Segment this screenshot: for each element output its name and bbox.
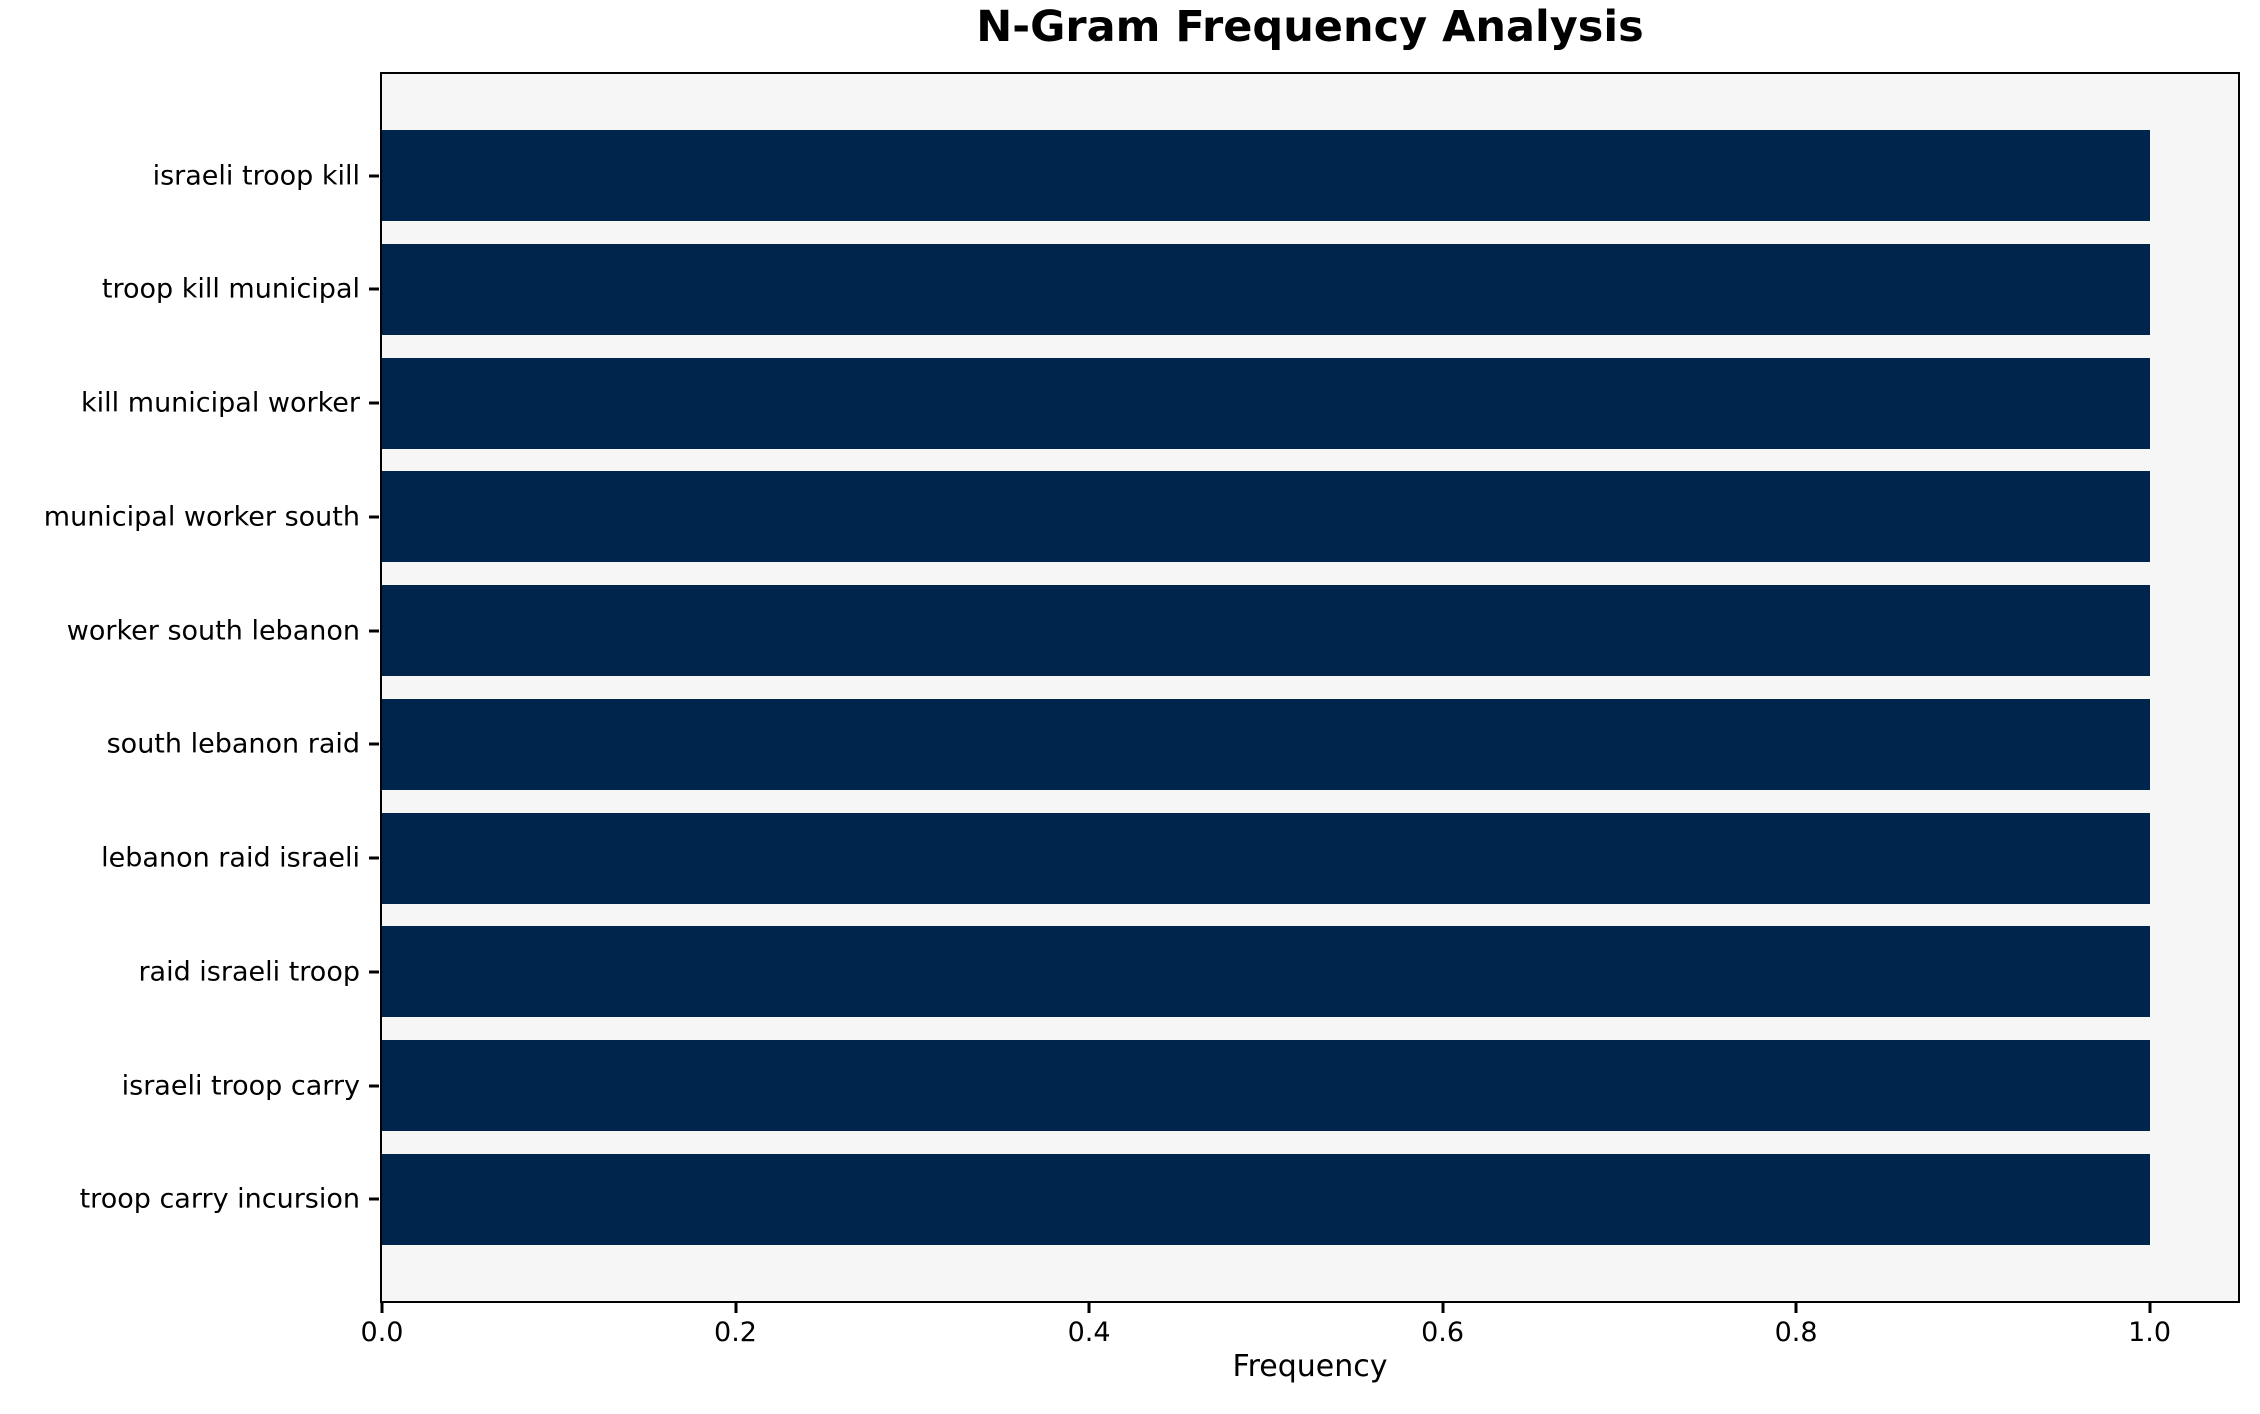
y-tick-mark	[369, 856, 379, 860]
y-tick-mark	[369, 1084, 379, 1088]
x-axis: 0.0 0.2 0.4 0.6 0.8 1.0	[361, 1301, 2238, 1361]
y-tick-label: troop kill municipal	[101, 273, 360, 305]
y-tick-label: israeli troop carry	[121, 1070, 360, 1102]
bars-container: israeli troop kill troop kill municipal ki…	[44, 130, 2238, 1245]
y-tick-label: municipal worker south	[43, 501, 360, 533]
bar	[382, 130, 2150, 221]
y-tick-label: israeli troop kill	[152, 160, 360, 191]
y-tick-label: worker south lebanon	[66, 615, 360, 647]
x-tick-mark	[2148, 1303, 2152, 1313]
y-tick-label: south lebanon raid	[106, 728, 360, 760]
bar	[382, 1153, 2150, 1245]
bar-row: kill municipal worker	[81, 357, 2238, 449]
y-tick-mark	[369, 287, 379, 291]
y-tick-mark	[369, 515, 379, 519]
bar-row: lebanon raid israeli	[101, 812, 2238, 904]
y-tick-label: kill municipal worker	[81, 387, 360, 419]
y-tick-mark	[369, 401, 379, 405]
bar-row: israeli troop carry	[122, 1040, 2238, 1132]
x-tick-mark	[1087, 1303, 1091, 1313]
y-tick-label: troop carry incursion	[79, 1183, 360, 1215]
y-tick-label: raid israeli troop	[138, 956, 360, 988]
bar-row: troop carry incursion	[80, 1153, 2238, 1245]
y-tick-mark	[369, 742, 379, 746]
bar	[382, 585, 2150, 677]
y-tick-label: lebanon raid israeli	[101, 842, 360, 874]
x-tick-label: 0.6	[1421, 1317, 1465, 1348]
bar-row: south lebanon raid	[107, 698, 2238, 790]
x-tick-label: 0.8	[1774, 1317, 1818, 1348]
x-tick-label: 1.0	[2128, 1317, 2172, 1348]
y-tick-mark	[369, 1197, 379, 1201]
x-tick-label: 0.0	[360, 1317, 404, 1348]
y-tick-mark	[369, 174, 379, 177]
bar	[382, 812, 2150, 904]
bar-row: municipal worker south	[44, 471, 2238, 563]
plot-area: israeli troop kill troop kill municipal ki…	[44, 72, 2240, 1346]
y-tick-mark	[369, 629, 379, 633]
x-tick-mark	[1794, 1303, 1798, 1313]
x-tick-mark	[380, 1303, 384, 1313]
x-tick-label: 0.4	[1067, 1317, 1111, 1348]
bar	[382, 243, 2150, 335]
bar	[382, 1040, 2150, 1132]
bar-row: israeli troop kill	[153, 130, 2238, 221]
bar-row: raid israeli troop	[138, 926, 2238, 1018]
bar	[382, 357, 2150, 449]
x-tick-mark	[734, 1303, 738, 1313]
x-tick-label: 0.2	[714, 1317, 757, 1348]
chart-title: N-Gram Frequency Analysis	[976, 2, 1644, 52]
bar	[382, 698, 2150, 790]
bar	[382, 471, 2150, 563]
x-axis-label: Frequency	[1232, 1349, 1388, 1384]
bar-row: troop kill municipal	[102, 243, 2238, 335]
bar	[382, 926, 2150, 1018]
bar-row: worker south lebanon	[67, 585, 2238, 677]
x-tick-mark	[1441, 1303, 1445, 1313]
y-tick-mark	[369, 970, 379, 974]
